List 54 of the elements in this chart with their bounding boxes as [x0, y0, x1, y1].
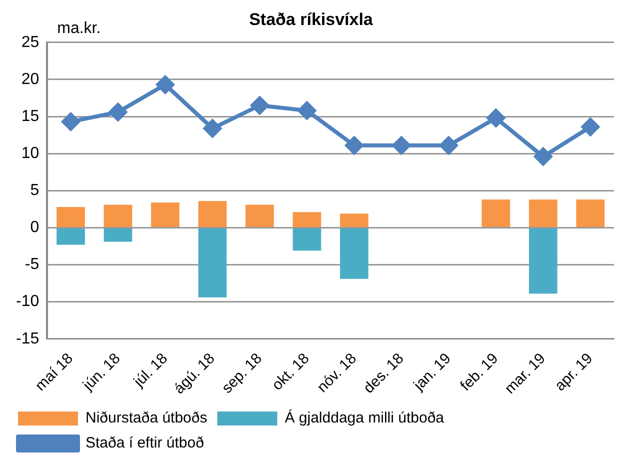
y-axis-title: ma.kr. — [57, 20, 101, 37]
bar — [528, 228, 558, 294]
point — [345, 136, 364, 154]
x-tick-label: des. 18 — [360, 350, 408, 397]
bar — [198, 228, 227, 298]
x-tick-label: maí 18 — [32, 350, 76, 394]
bar — [340, 228, 368, 279]
bar — [198, 201, 227, 227]
point — [440, 136, 458, 154]
point — [203, 119, 222, 138]
point — [486, 109, 505, 128]
x-tick-label: jún. 18 — [79, 350, 124, 395]
point — [392, 136, 410, 154]
legend-label: Staða í eftir útboð — [86, 434, 204, 452]
point — [581, 118, 600, 136]
bar — [292, 228, 322, 251]
point — [250, 96, 269, 114]
y-tick-label: 5 — [30, 182, 40, 200]
y-tick-label: -15 — [16, 330, 40, 348]
bar — [576, 200, 605, 227]
point — [156, 76, 174, 94]
x-tick-label: mar. 19 — [502, 350, 549, 398]
bar — [292, 212, 322, 227]
chart-title: Staða ríkisvíxla — [249, 10, 374, 29]
y-tick-label: 20 — [21, 70, 40, 88]
point — [298, 102, 316, 120]
x-tick-label: okt. 18 — [268, 350, 313, 394]
point — [108, 103, 127, 122]
x-tick-label: sep. 18 — [218, 350, 266, 397]
bar — [340, 214, 368, 227]
x-tick-label: apr. 19 — [552, 350, 596, 394]
bar — [104, 228, 132, 242]
x-tick-label: jan. 19 — [410, 350, 454, 395]
legend-label: Niðurstaða útboðs — [86, 410, 208, 427]
x-tick-label: júl. 18 — [130, 350, 171, 392]
y-tick-label: 0 — [30, 219, 40, 236]
x-tick-label: feb. 19 — [457, 350, 502, 394]
x-tick-label: ágú. 18 — [170, 350, 218, 398]
legend-label: Á gjalddaga milli útboða — [284, 408, 445, 427]
y-tick-label: -10 — [16, 293, 40, 310]
x-tick-label: nóv. 18 — [314, 350, 360, 396]
y-tick-label: 10 — [21, 144, 40, 162]
bar — [151, 202, 180, 227]
point — [534, 148, 552, 166]
y-tick-label: 25 — [21, 34, 40, 51]
point — [62, 112, 80, 131]
bar — [246, 204, 274, 227]
bar — [528, 200, 558, 227]
bar — [104, 204, 132, 227]
bar — [56, 228, 85, 245]
bar — [482, 200, 510, 227]
bar — [56, 206, 85, 227]
y-tick-label: 15 — [21, 108, 40, 125]
y-tick-label: -5 — [24, 256, 40, 274]
